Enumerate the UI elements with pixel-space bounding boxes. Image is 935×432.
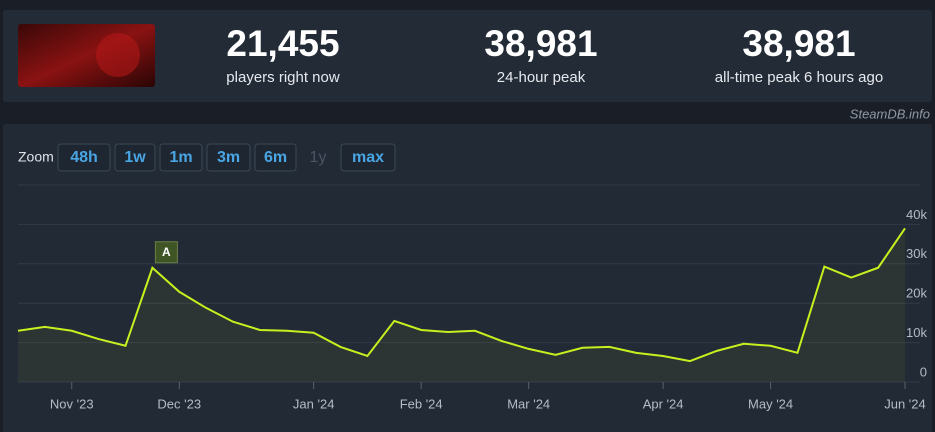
zoom-button-label[interactable]: max: [352, 149, 384, 166]
y-tick-label: 0: [920, 364, 927, 379]
x-tick-label: Apr '24: [643, 396, 684, 411]
zoom-buttons: 48h 1w 1m 3m 6m 1y max: [57, 143, 396, 172]
x-tick-label: Nov '23: [50, 396, 94, 411]
zoom-button[interactable]: [114, 143, 156, 172]
zoom-button-label[interactable]: 1w: [124, 149, 146, 166]
stat-label: all-time peak 6 hours ago: [715, 69, 883, 86]
zoom-button-label[interactable]: 1m: [169, 149, 192, 166]
zoom-button-label: 1y: [310, 149, 327, 166]
zoom-button-label[interactable]: 48h: [70, 149, 98, 166]
stat-value: 21,455: [226, 23, 339, 64]
stat-label: players right now: [226, 69, 340, 86]
zoom-button[interactable]: [57, 143, 111, 172]
zoom-button-label[interactable]: 3m: [217, 149, 240, 166]
stat-label: 24-hour peak: [497, 69, 586, 86]
line: [17, 227, 906, 363]
credit: SteamDB.info: [850, 106, 930, 121]
y-tick-label: 20k: [906, 286, 927, 301]
stat-value: 38,981: [484, 23, 597, 64]
x-tick-label: Feb '24: [400, 396, 443, 411]
x-tick-label: Mar '24: [507, 396, 550, 411]
zoom-button[interactable]: [254, 143, 297, 172]
chart-panel: [3, 124, 932, 432]
annotation-label: A: [162, 245, 171, 259]
x-tick-label: Jun '24: [884, 396, 926, 411]
zoom-label: Zoom: [18, 149, 54, 165]
zoom-button[interactable]: [159, 143, 203, 172]
annotation-flag: [154, 241, 178, 264]
y-tick-label: 40k: [906, 207, 927, 222]
stats-panel: [3, 10, 932, 102]
zoom-button-label[interactable]: 6m: [264, 149, 287, 166]
zoom-button[interactable]: [206, 143, 251, 172]
stat-value: 38,981: [742, 23, 855, 64]
x-tick-label: Dec '23: [157, 396, 201, 411]
x-tick-label: May '24: [748, 396, 793, 411]
plot: 0 10k 20k 30k 40k Nov '23 Dec '23 Jan '24 Feb '2…: [17, 207, 927, 411]
y-tick-label: 10k: [906, 325, 927, 340]
area: [18, 228, 905, 382]
zoom-button[interactable]: [340, 143, 396, 172]
y-tick-label: 30k: [906, 246, 927, 261]
logo-art: [96, 33, 140, 77]
x-tick-label: Jan '24: [293, 396, 335, 411]
